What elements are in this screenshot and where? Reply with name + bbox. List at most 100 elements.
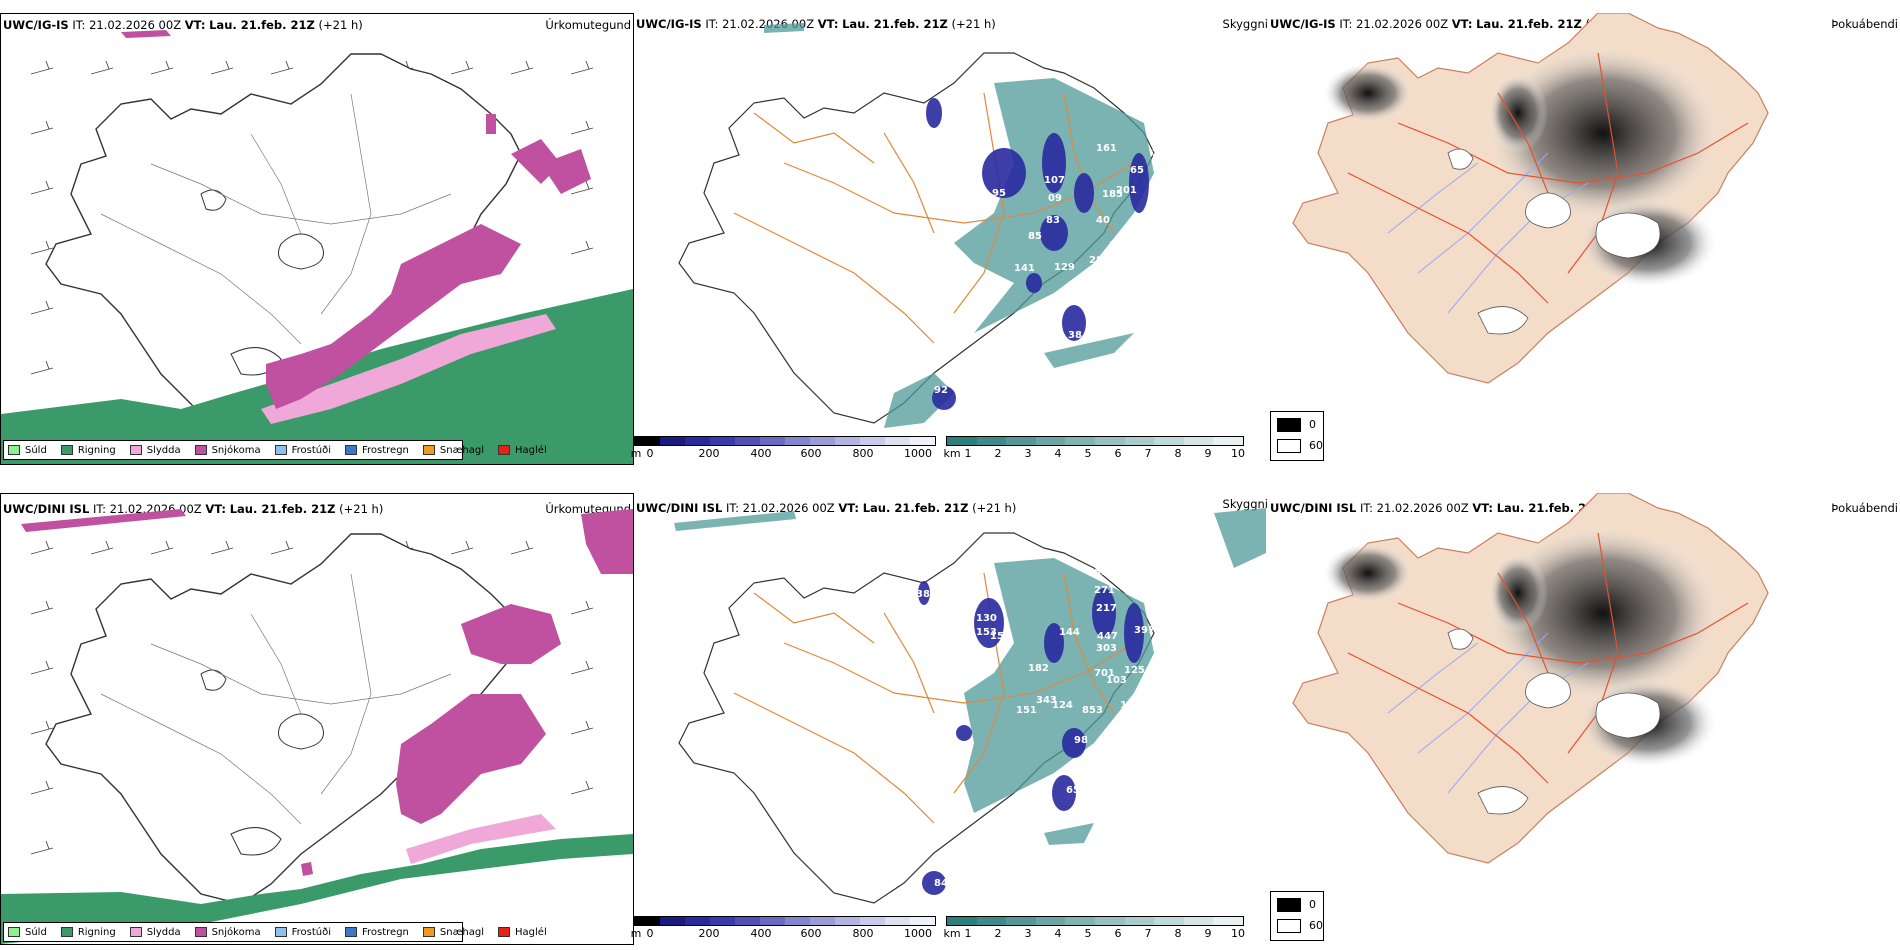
- cloud-base-label: 179: [1121, 267, 1142, 278]
- fog-legend: 0 60: [1270, 891, 1324, 941]
- cbar-tick: 0: [646, 447, 654, 460]
- cbar-tick: 4: [1054, 927, 1062, 940]
- it-value: 21.02.2026 00Z: [89, 18, 182, 32]
- cbar-tick: 400: [750, 447, 772, 460]
- legend-swatch: [498, 445, 511, 455]
- cbar-swatch: [885, 437, 910, 445]
- cloud-base-label: 98: [1074, 735, 1088, 746]
- fog-legend-low-label: 60: [1309, 439, 1323, 452]
- legend-item: Súld: [8, 927, 47, 938]
- cloud-base-label: 185: [1102, 189, 1123, 200]
- cbar-swatch: [1035, 437, 1066, 445]
- cbar-swatch: [1006, 437, 1036, 445]
- legend-item: Frostregn: [345, 445, 409, 456]
- cloud-base-label: 397: [1134, 625, 1155, 636]
- cloud-base-label: 116: [1120, 700, 1141, 711]
- legend-swatch: [274, 445, 287, 455]
- precip-areas: [1, 30, 633, 464]
- fog-roads: [1347, 532, 1749, 784]
- vt-label: VT:: [205, 502, 227, 516]
- roads: [733, 572, 1135, 824]
- cbar-swatch: [1213, 917, 1243, 925]
- cbar-tick: 200: [698, 447, 720, 460]
- cloud-base-label: 103: [1106, 675, 1127, 686]
- cloud-base-label: 159: [990, 631, 1011, 642]
- cloud-base-panel-igis: UWC/IG-IS IT: 21.02.2026 00Z VT: Lau. 21…: [631, 13, 1268, 465]
- cbar-swatch: [1183, 917, 1214, 925]
- cbar-swatch: [785, 917, 810, 925]
- precip-type-map: [1, 509, 633, 944]
- cbar-unit: km: [943, 927, 961, 940]
- legend-item: Snæhagl: [422, 927, 484, 938]
- legend-item: Slydda: [129, 445, 181, 456]
- legend-swatch: [422, 445, 435, 455]
- legend-item: Rigning: [60, 927, 116, 938]
- colorbar-swatches: [634, 916, 936, 926]
- cloud-base-label: 65: [1066, 785, 1080, 796]
- cbar-tick: 8: [1174, 447, 1182, 460]
- precip-areas: [1, 509, 633, 944]
- legend-item: Snjókoma: [194, 445, 261, 456]
- cbar-swatch: [685, 917, 710, 925]
- vt-value: Lau. 21.feb. 21Z: [229, 502, 336, 516]
- cloud-base-label: 63: [1094, 567, 1108, 578]
- cbar-tick: 0: [646, 927, 654, 940]
- legend-swatch: [422, 927, 435, 937]
- cbar-swatch: [1065, 437, 1095, 445]
- colorbar-ticks: m 0 200 400 600 800 1000: [631, 446, 936, 460]
- legend-swatch: [345, 445, 357, 455]
- model-name: UWC/IG-IS: [1270, 17, 1336, 31]
- cbar-swatch: [947, 437, 977, 445]
- model-name: UWC/DINI ISL: [636, 501, 723, 515]
- cbar-swatch: [1094, 917, 1125, 925]
- cbar-swatch: [1183, 437, 1214, 445]
- model-name: UWC/IG-IS: [636, 17, 702, 31]
- legend-swatch: [129, 445, 142, 455]
- sleet-area: [261, 314, 556, 424]
- cloud-base-label: 182: [1028, 663, 1049, 674]
- cloud-base-label: 92: [934, 385, 948, 396]
- rain-area: [1, 834, 633, 944]
- cloud-base-label: 124: [1052, 700, 1073, 711]
- snow-area-top: [121, 30, 171, 38]
- cbar-tick: 8: [1174, 927, 1182, 940]
- cbar-swatch: [660, 917, 685, 925]
- cbar-tick: 1: [964, 447, 972, 460]
- cloud-base-label: 83: [1046, 215, 1060, 226]
- it-value: 21.02.2026 00Z: [1376, 501, 1469, 515]
- cbar-tick: 2: [994, 927, 1002, 940]
- precip-type-legend: Súld Rigning Slydda Snjókoma Frostúði Fr…: [3, 922, 547, 942]
- snow-area-1: [396, 694, 546, 824]
- cloud-base-label: 06: [926, 133, 940, 144]
- sleet-area: [406, 814, 556, 864]
- fog-roads: [1347, 52, 1749, 304]
- glaciers: [1447, 628, 1661, 815]
- legend-item: Súld: [8, 445, 47, 456]
- legend-swatch: [60, 445, 73, 455]
- iceland-outline: [45, 53, 522, 425]
- lead-time: (+21 h): [318, 18, 363, 32]
- it-label: IT:: [1339, 17, 1353, 31]
- cloud-base-label: 217: [1096, 603, 1117, 614]
- colorbar-ticks: km 1 2 3 4 5 6 7 8 9 10: [943, 926, 1245, 940]
- cloud-base-labels: 06 95 107 09 83 85 161 185 201 65 20 84 …: [906, 133, 1201, 396]
- vt-label: VT:: [1451, 17, 1473, 31]
- legend-swatch: [8, 445, 20, 455]
- cbar-swatch: [760, 917, 785, 925]
- cloud-base-colorbar: m 0 200 400 600 800 1000: [631, 436, 936, 460]
- cloud-base-label: 129: [1054, 262, 1075, 273]
- legend-swatch: [129, 927, 142, 937]
- panel-title: Skyggni: [1222, 497, 1268, 511]
- snow-area-1: [266, 224, 521, 409]
- panel-title: Skyggni: [1222, 17, 1268, 31]
- cbar-swatch: [1213, 437, 1243, 445]
- vt-value: Lau. 21.feb. 21Z: [842, 17, 948, 31]
- cbar-tick: 9: [1204, 927, 1212, 940]
- cbar-tick: 5: [1084, 447, 1092, 460]
- vt-value: Lau. 21.feb. 21Z: [209, 18, 315, 32]
- visibility-colorbar: km 1 2 3 4 5 6 7 8 9 10: [943, 436, 1245, 460]
- legend-item: Frostregn: [345, 927, 409, 938]
- panel-title: Þokuábendi: [1831, 501, 1898, 515]
- legend-item: Haglél: [498, 445, 547, 456]
- colorbar-ticks: m 0 200 400 600 800 1000: [631, 926, 936, 940]
